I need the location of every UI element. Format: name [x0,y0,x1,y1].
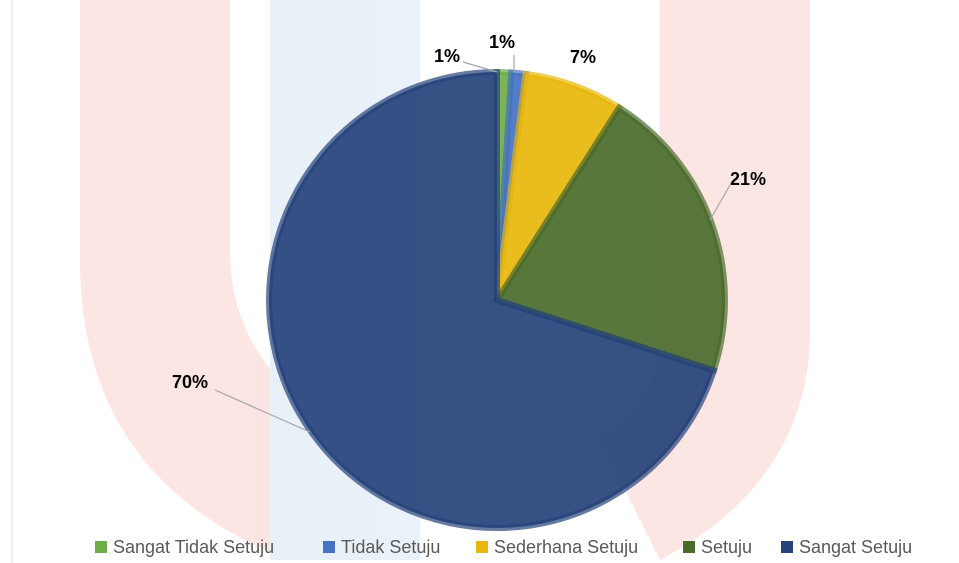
legend-marker [781,541,793,553]
data-label: 70% [172,372,208,392]
legend-label: Sederhana Setuju [494,537,638,557]
leader-line [214,389,311,433]
leader-line [709,184,731,221]
slice [266,68,718,531]
pie [266,68,728,531]
leader-line [462,61,498,73]
legend-marker [95,541,107,553]
legend-label: Setuju [701,537,752,557]
legend-label: Sangat Setuju [799,537,912,557]
data-label: 7% [570,47,596,67]
legend-marker [683,541,695,553]
legend: Sangat Tidak Setuju Tidak Setuju Sederhana… [95,537,912,557]
data-label: 21% [730,169,766,189]
slice [492,103,728,375]
legend-label: Tidak Setuju [341,537,440,557]
legend-label: Sangat Tidak Setuju [113,537,274,557]
legend-marker [476,541,488,553]
data-label: 1% [434,46,460,66]
labels: 1% 1% 7% 21% 70% [172,32,766,433]
legend-marker [323,541,335,553]
data-label: 1% [489,32,515,52]
